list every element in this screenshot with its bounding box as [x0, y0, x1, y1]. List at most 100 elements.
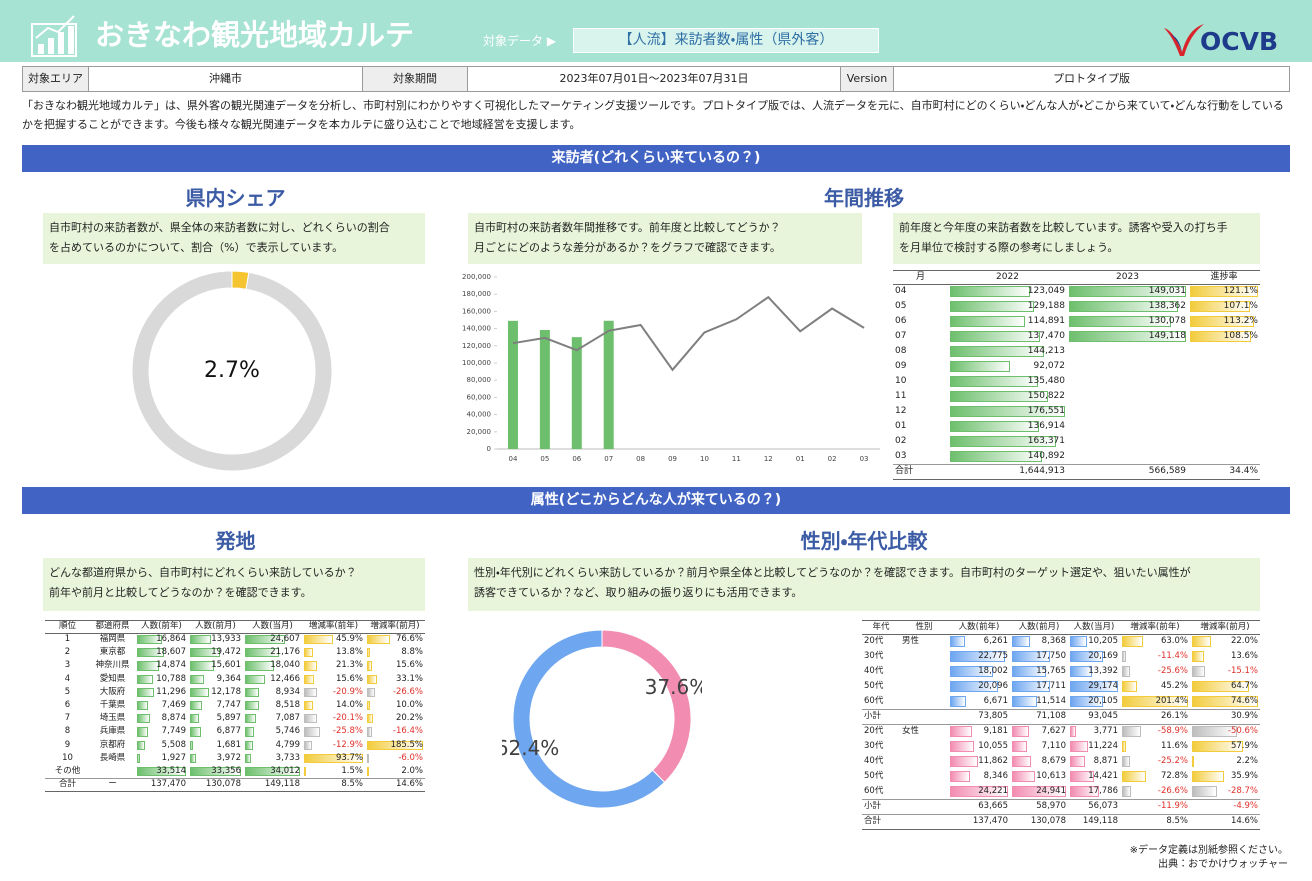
table-cell: 20,169	[1088, 651, 1118, 661]
data-bar	[950, 346, 1044, 357]
y-tick-label: 180,000	[462, 290, 491, 298]
data-bar	[1012, 756, 1031, 767]
donut-segment	[512, 629, 666, 809]
table-cell: 男性	[902, 636, 920, 646]
table-cell: 56,073	[1088, 801, 1118, 811]
table-cell: 1,644,913	[1019, 466, 1065, 476]
table-cell: 10,788	[156, 673, 186, 684]
table-cell: 57.9%	[1230, 741, 1258, 751]
x-tick-label: 01	[796, 455, 805, 463]
data-bar	[950, 406, 1065, 417]
table-cell: 93,045	[1088, 711, 1118, 721]
table-cell: 4,799	[275, 739, 300, 750]
table-cell: 3	[64, 660, 71, 671]
table-header: 人数(当月)	[252, 621, 293, 631]
data-bar	[950, 696, 966, 707]
bar	[603, 320, 614, 449]
y-tick-label: 140,000	[462, 325, 491, 333]
table-cell: 小計	[864, 711, 882, 721]
data-bar	[367, 714, 374, 724]
data-bar	[1122, 666, 1131, 677]
y-tick-label: 40,000	[467, 411, 492, 419]
table-header: 都道府県	[95, 621, 130, 631]
table-cell: 1.5%	[341, 766, 363, 776]
table-rule	[45, 778, 425, 780]
table-cell: 大阪府	[99, 686, 126, 697]
data-bar	[245, 767, 300, 777]
table-cell: 16,864	[156, 634, 186, 644]
table-cell: 12,466	[270, 673, 300, 684]
data-bar	[950, 376, 1039, 387]
table-cell: 6,261	[983, 636, 1008, 646]
table-cell: 18,607	[156, 647, 186, 658]
table-cell: 17,711	[1036, 681, 1066, 691]
table-cell: 30代	[864, 651, 884, 661]
data-bar	[1192, 726, 1237, 737]
data-bar	[190, 674, 205, 684]
table-cell: 137,470	[1027, 331, 1065, 341]
y-tick-label: 0	[487, 445, 491, 453]
section-heading: 発地	[215, 529, 256, 553]
data-bar	[190, 701, 202, 711]
table-cell: 7,469	[161, 700, 186, 710]
data-bar	[304, 740, 313, 750]
table-cell: 8	[64, 726, 71, 737]
data-bar	[1070, 771, 1094, 782]
table-cell: 4	[64, 673, 71, 684]
data-bar	[1070, 756, 1085, 767]
data-bar	[1069, 331, 1186, 342]
data-bar	[950, 451, 1042, 462]
data-bar	[950, 391, 1049, 402]
data-bar	[1070, 636, 1087, 647]
x-tick-label: 08	[636, 455, 645, 463]
table-cell: 149,118	[1082, 816, 1118, 826]
bar	[539, 330, 550, 449]
data-bar	[1122, 786, 1131, 797]
data-bar	[950, 421, 1040, 432]
table-cell: 14.0%	[335, 700, 363, 710]
table-cell: 7,747	[216, 700, 241, 710]
x-tick-label: 04	[508, 455, 517, 463]
table-cell: 9,364	[216, 673, 241, 684]
table-cell: 5,897	[216, 713, 241, 724]
table-cell: 33,514	[156, 766, 186, 776]
table-cell: 15,765	[1036, 666, 1066, 676]
table-cell: 14,874	[156, 660, 186, 671]
data-bar	[950, 756, 979, 767]
table-cell: -50.6%	[1227, 726, 1258, 736]
table-cell: 35.9%	[1230, 771, 1258, 781]
data-bar	[1122, 651, 1126, 662]
table-cell: 8,346	[983, 771, 1008, 781]
table-header: 増減率(前年)	[1130, 622, 1180, 632]
section-banner: 属性(どこからどんな人が来ているの？)	[22, 487, 1290, 514]
bar	[571, 337, 582, 449]
data-bar	[1070, 696, 1104, 707]
table-cell: 11,224	[1088, 741, 1118, 751]
table-cell: 12,178	[211, 686, 241, 697]
data-bar	[950, 436, 1057, 447]
table-cell: 愛知県	[99, 673, 126, 684]
data-bar	[950, 331, 1040, 342]
table-cell: -20.9%	[332, 686, 363, 697]
data-bar	[1190, 286, 1258, 297]
table-cell: 45.2%	[1160, 681, 1188, 691]
table-cell: 26.1%	[1160, 711, 1188, 721]
table-header: 増減率(前月)	[370, 621, 420, 631]
table-header: 人数(当月)	[1073, 622, 1115, 632]
table-cell: 45.9%	[335, 634, 363, 644]
data-bar	[367, 701, 371, 711]
table-rule	[893, 464, 1260, 465]
y-tick-label: 60,000	[467, 393, 492, 401]
table-cell: 60代	[864, 786, 884, 796]
table-rule	[862, 634, 1260, 635]
table-cell: 15.6%	[395, 660, 423, 671]
data-bar	[1012, 651, 1051, 662]
data-bar	[137, 753, 140, 763]
data-bar	[1122, 771, 1146, 782]
table-rule	[862, 620, 1260, 621]
data-bar	[1192, 771, 1224, 782]
section-heading: 年間推移	[824, 186, 904, 210]
table-cell: 121.1%	[1223, 286, 1258, 296]
data-bar	[245, 753, 252, 763]
table-cell: 京都府	[99, 739, 126, 750]
